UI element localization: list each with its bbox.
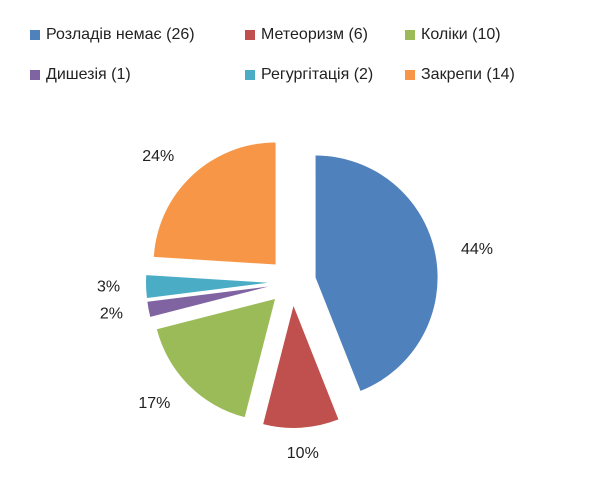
legend-label: Закрепи (14) bbox=[421, 66, 515, 83]
legend-swatch bbox=[245, 30, 255, 40]
pie-slice bbox=[263, 305, 339, 428]
legend-label: Метеоризм (6) bbox=[261, 26, 368, 43]
legend-label: Розладів немає (26) bbox=[46, 26, 195, 43]
data-label: 17% bbox=[138, 395, 170, 412]
data-label: 2% bbox=[100, 305, 123, 322]
pie-slice bbox=[147, 286, 269, 317]
data-label: 24% bbox=[142, 148, 174, 165]
pie-slice bbox=[153, 142, 276, 265]
legend-label: Регургітація (2) bbox=[261, 66, 373, 83]
data-label: 3% bbox=[97, 279, 120, 296]
legend-label: Дишезія (1) bbox=[46, 66, 131, 83]
pie-slice bbox=[156, 298, 276, 418]
legend-swatch bbox=[245, 70, 255, 80]
legend-swatch bbox=[30, 70, 40, 80]
legend-swatch bbox=[30, 30, 40, 40]
pie-slice bbox=[315, 155, 438, 391]
legend-swatch bbox=[405, 70, 415, 80]
data-label: 44% bbox=[461, 241, 493, 258]
pie-slice bbox=[146, 275, 269, 299]
data-label: 10% bbox=[287, 445, 319, 462]
legend-swatch bbox=[405, 30, 415, 40]
legend-label: Коліки (10) bbox=[421, 26, 501, 43]
